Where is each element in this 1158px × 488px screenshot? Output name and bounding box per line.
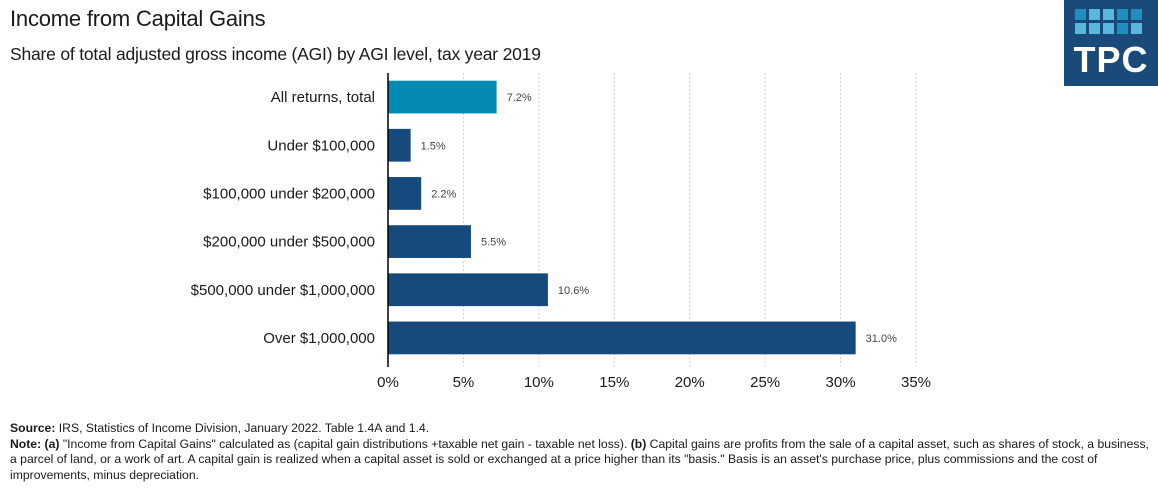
bar-chart: All returns, total Under $100,000 $100,000… bbox=[191, 73, 931, 391]
value-label: 2.2% bbox=[431, 188, 456, 200]
logo-squares bbox=[1075, 9, 1142, 34]
x-tick-label: 5% bbox=[453, 374, 475, 391]
category-label: $500,000 under $1,000,000 bbox=[191, 282, 375, 299]
x-tick-label: 30% bbox=[826, 374, 856, 391]
chart-subtitle: Share of total adjusted gross income (AG… bbox=[10, 44, 541, 64]
logo-square bbox=[1103, 23, 1114, 34]
logo-square bbox=[1117, 9, 1128, 20]
x-tick-label: 15% bbox=[599, 374, 629, 391]
logo-square bbox=[1131, 9, 1142, 20]
source-label: Source: bbox=[10, 421, 56, 435]
bar bbox=[388, 273, 548, 307]
value-label: 31.0% bbox=[866, 333, 897, 345]
x-tick-label: 25% bbox=[750, 374, 780, 391]
note-b-label: (b) bbox=[630, 436, 647, 451]
value-labels: 7.2% 1.5% 2.2% 5.5% 10.6% 31.0% bbox=[421, 92, 897, 345]
value-label: 1.5% bbox=[421, 140, 446, 152]
logo-square bbox=[1089, 9, 1100, 20]
x-tick-label: 35% bbox=[901, 374, 931, 391]
category-label: Under $100,000 bbox=[267, 137, 375, 154]
logo-square bbox=[1103, 9, 1114, 20]
value-label: 7.2% bbox=[507, 92, 532, 104]
footnotes: Source: IRS, Statistics of Income Divisi… bbox=[10, 421, 1155, 483]
logo-text: TPC bbox=[1073, 39, 1149, 80]
logo-square bbox=[1075, 9, 1086, 20]
x-tick-label: 20% bbox=[675, 374, 705, 391]
note-b-text: Capital gains are profits from the sale … bbox=[10, 436, 1149, 482]
logo-square bbox=[1131, 23, 1142, 34]
source-line: Source: IRS, Statistics of Income Divisi… bbox=[10, 421, 1155, 437]
note-line: Note: (a) "Income from Capital Gains" ca… bbox=[10, 437, 1155, 484]
note-a-text: "Income from Capital Gains" calculated a… bbox=[59, 436, 631, 451]
bar bbox=[388, 321, 856, 355]
chart-title: Income from Capital Gains bbox=[10, 6, 266, 31]
bar bbox=[388, 177, 422, 210]
note-label: Note: bbox=[10, 436, 42, 451]
gridlines bbox=[462, 73, 917, 366]
bar bbox=[388, 225, 471, 258]
category-label: $100,000 under $200,000 bbox=[203, 185, 375, 202]
value-label: 10.6% bbox=[558, 285, 589, 297]
logo-square bbox=[1117, 23, 1128, 34]
category-label: $200,000 under $500,000 bbox=[203, 234, 375, 251]
x-tick-labels: 0% 5% 10% 15% 20% 25% 30% 35% bbox=[377, 374, 931, 391]
category-label: All returns, total bbox=[271, 89, 375, 106]
category-label: Over $1,000,000 bbox=[263, 330, 375, 347]
logo-square bbox=[1075, 23, 1086, 34]
source-text: IRS, Statistics of Income Division, Janu… bbox=[55, 421, 430, 435]
bars bbox=[388, 80, 856, 355]
bar bbox=[388, 128, 411, 162]
bar bbox=[388, 80, 497, 114]
logo-square bbox=[1089, 23, 1100, 34]
note-a-label: (a) bbox=[44, 436, 60, 451]
x-tick-label: 0% bbox=[377, 374, 399, 391]
value-label: 5.5% bbox=[481, 237, 506, 249]
x-tick-label: 10% bbox=[524, 374, 554, 391]
tpc-logo: TPC bbox=[1064, 0, 1158, 86]
category-labels: All returns, total Under $100,000 $100,000… bbox=[191, 89, 375, 347]
